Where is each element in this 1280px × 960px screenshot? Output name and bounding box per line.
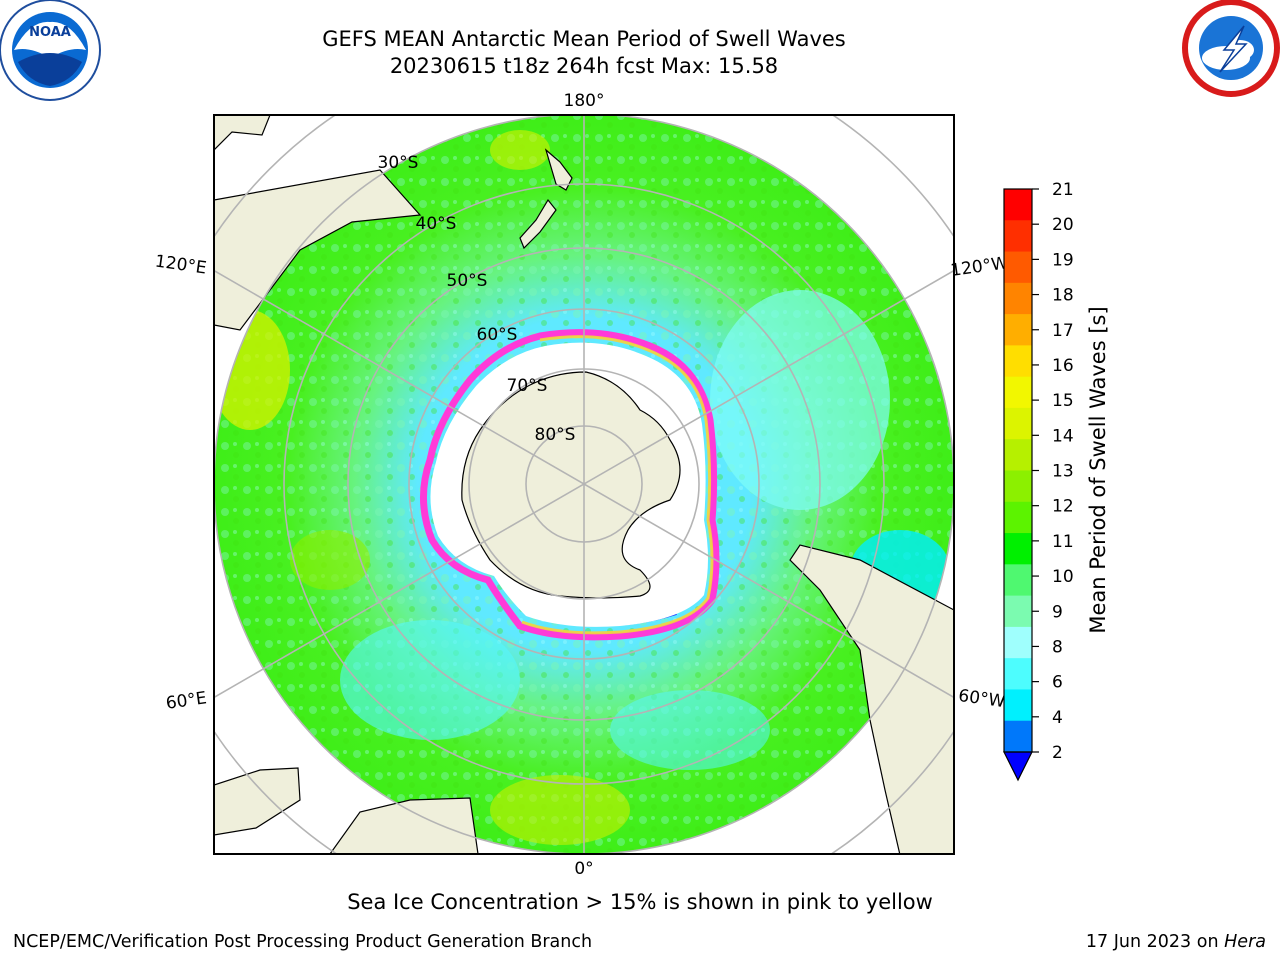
colorbar-segment bbox=[1004, 533, 1032, 565]
colorbar-tick-label: 16 bbox=[1052, 356, 1074, 376]
lon-label-60e: 60°E bbox=[165, 688, 208, 713]
colorbar-segment bbox=[1004, 689, 1032, 722]
colorbar-tick-label: 13 bbox=[1052, 462, 1074, 482]
colorbar-segment bbox=[1004, 314, 1032, 346]
colorbar-segment bbox=[1004, 595, 1032, 628]
colorbar-segment bbox=[1004, 407, 1032, 440]
lat-label-70s: 70°S bbox=[507, 376, 548, 396]
colorbar-tick-label: 18 bbox=[1052, 286, 1074, 306]
colorbar-tick-label: 15 bbox=[1052, 391, 1074, 411]
lat-label-30s: 30°S bbox=[378, 153, 419, 173]
colorbar-tick-label: 2 bbox=[1052, 743, 1063, 763]
footer-credit: NCEP/EMC/Verification Post Processing Pr… bbox=[13, 932, 593, 952]
lon-label-0: 0° bbox=[574, 859, 593, 879]
lat-label-60s: 60°S bbox=[477, 325, 518, 345]
colorbar-segment bbox=[1004, 501, 1032, 534]
lon-label-120e: 120°E bbox=[154, 252, 208, 279]
lat-label-80s: 80°S bbox=[535, 425, 576, 445]
colorbar-segment bbox=[1004, 658, 1032, 690]
colorbar-tick-label: 9 bbox=[1052, 602, 1063, 622]
lon-label-180: 180° bbox=[564, 91, 605, 111]
noaa-logo: NOAA bbox=[0, 0, 101, 101]
colorbar-tick-label: 12 bbox=[1052, 497, 1074, 517]
colorbar-tick-label: 20 bbox=[1052, 215, 1074, 235]
map-frame bbox=[213, 114, 955, 855]
colorbar-segment bbox=[1004, 251, 1032, 284]
chart-subtitle: 20230615 t18z 264h fcst Max: 15.58 bbox=[389, 54, 779, 78]
colorbar-segment bbox=[1004, 376, 1032, 409]
colorbar-segment bbox=[1004, 439, 1032, 471]
colorbar-segment bbox=[1004, 220, 1032, 253]
map-area bbox=[214, 115, 954, 854]
footer-host: Hera bbox=[1224, 932, 1266, 952]
colorbar-segment bbox=[1004, 189, 1032, 221]
colorbar-extend-arrow bbox=[1003, 751, 1033, 782]
colorbar-segment bbox=[1004, 564, 1032, 597]
colorbar-tick-label: 17 bbox=[1052, 321, 1074, 341]
colorbar-tick-label: 4 bbox=[1052, 708, 1063, 728]
lat-label-40s: 40°S bbox=[416, 214, 457, 234]
colorbar-label: Mean Period of Swell Waves [s] bbox=[1086, 306, 1110, 633]
antarctica bbox=[461, 371, 681, 599]
colorbar: 21 20 19 18 17 16 15 14 13 12 11 10 9 8 6 4 2 bbox=[1003, 180, 1074, 782]
graticule bbox=[214, 115, 954, 854]
chart-title: GEFS MEAN Antarctic Mean Period of Swell… bbox=[322, 27, 846, 51]
sea-ice-note: Sea Ice Concentration > 15% is shown in … bbox=[347, 890, 933, 914]
lon-label-60w: 60°W bbox=[957, 686, 1006, 712]
colorbar-segment bbox=[1004, 626, 1032, 659]
colorbar-segment bbox=[1004, 282, 1032, 315]
colorbar-segment bbox=[1004, 720, 1032, 753]
colorbar-tick-label: 10 bbox=[1052, 567, 1074, 587]
colorbar-tick-label: 6 bbox=[1052, 673, 1063, 693]
nws-logo bbox=[1182, 0, 1280, 97]
colorbar-segment bbox=[1004, 470, 1032, 503]
colorbar-tick-label: 14 bbox=[1052, 426, 1074, 446]
noaa-logo-text: NOAA bbox=[29, 25, 71, 40]
colorbar-tick-label: 21 bbox=[1052, 180, 1074, 200]
lat-label-50s: 50°S bbox=[447, 271, 488, 291]
colorbar-tick-label: 11 bbox=[1052, 532, 1074, 552]
colorbar-segment bbox=[1004, 345, 1032, 378]
footer-date-text: 17 Jun 2023 on bbox=[1085, 932, 1219, 952]
colorbar-tick-label: 8 bbox=[1052, 637, 1063, 657]
sea-ice-edge bbox=[420, 329, 720, 641]
lon-label-120w: 120°W bbox=[949, 253, 1009, 281]
colorbar-tick-label: 19 bbox=[1052, 250, 1074, 270]
footer-date: 17 Jun 2023 on Hera bbox=[1086, 932, 1266, 952]
